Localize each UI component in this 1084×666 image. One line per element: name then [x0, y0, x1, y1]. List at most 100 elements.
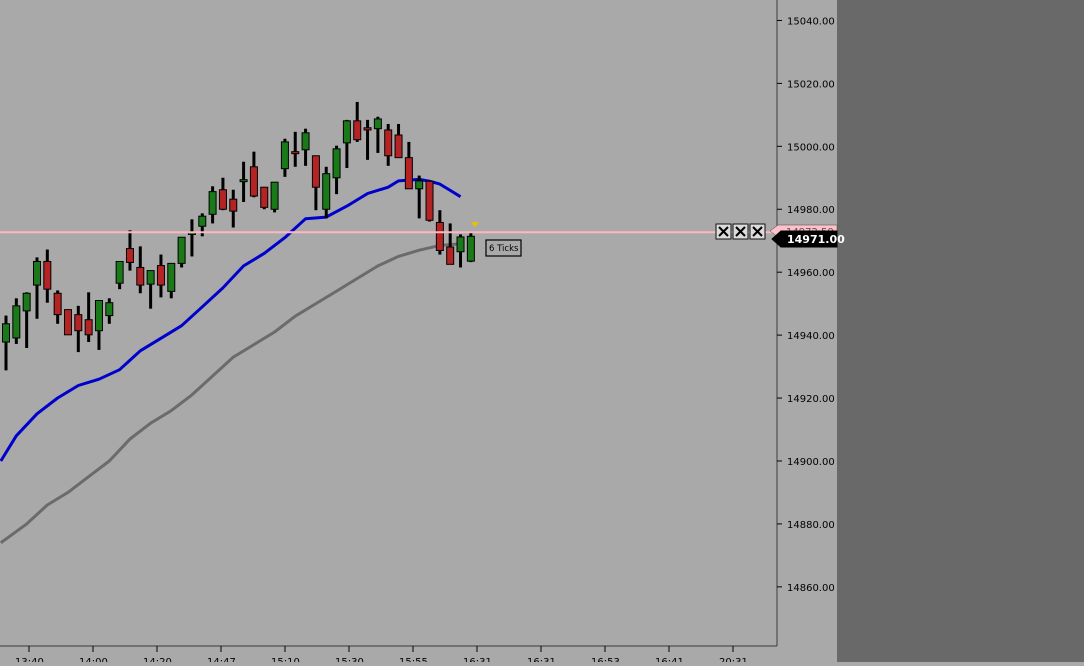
candle [136, 246, 145, 294]
candle [425, 180, 434, 222]
candle [394, 123, 403, 159]
candle [456, 234, 465, 268]
last-price-text: 14971.00 [787, 233, 845, 246]
candle-body-up [22, 292, 31, 312]
price-tick-label: 15040.00 [787, 16, 835, 27]
candle-body-down [136, 266, 145, 286]
candle [353, 101, 362, 142]
candle [115, 260, 124, 290]
candle [332, 145, 341, 195]
time-tick-label: 15:30 [335, 657, 364, 662]
candle-body-down [291, 151, 300, 155]
candle [384, 123, 393, 166]
candle [280, 138, 289, 177]
candle [84, 292, 93, 343]
time-tick-label: 13:40 [15, 657, 44, 662]
candle-body-up [146, 270, 155, 285]
candle [415, 175, 424, 219]
candle-body-down [260, 186, 269, 208]
candle-body-up [167, 262, 176, 292]
candle-body-up [466, 235, 475, 262]
candle-body-up [270, 181, 279, 210]
candle [146, 270, 155, 309]
moving-averages [0, 177, 462, 545]
candle [125, 230, 134, 271]
candle-body-down [249, 166, 258, 197]
candle [466, 232, 475, 263]
candle-body-up [239, 179, 248, 183]
price-axis-background[interactable] [777, 0, 837, 662]
candle [270, 181, 279, 213]
candle [218, 177, 227, 211]
candle-body-up [342, 120, 351, 144]
candle [53, 290, 62, 324]
candle-body-down [425, 180, 434, 221]
candle-body-down [446, 246, 455, 265]
candle-body-up [32, 260, 41, 286]
candle-body-down [74, 314, 83, 332]
candle [446, 223, 455, 265]
price-tick-label: 14960.00 [787, 268, 835, 279]
price-tick-label: 14900.00 [787, 457, 835, 468]
order-ticks-label: 6 Ticks [489, 244, 519, 254]
price-tick-label: 14940.00 [787, 331, 835, 342]
candle [363, 119, 372, 160]
candle-body-down [229, 198, 238, 212]
close-button-3[interactable] [749, 223, 766, 240]
time-tick-label: 16:31 [527, 657, 556, 662]
candle-body-up [208, 191, 217, 215]
candle [208, 186, 217, 224]
candle-body-down [43, 260, 52, 290]
candle-body-up [115, 260, 124, 284]
candle-body-down [53, 292, 62, 316]
candle-body-down [84, 319, 93, 336]
candle-body-up [373, 118, 382, 130]
candle-body-down [63, 309, 72, 336]
candle-body-up [105, 302, 114, 317]
candle-body-down [363, 127, 372, 131]
candle-body-up [280, 141, 289, 170]
candle [63, 309, 72, 336]
candle [229, 189, 238, 228]
candle-body-down [435, 221, 444, 251]
price-tick-label: 14980.00 [787, 205, 835, 216]
candle-body-down [156, 265, 165, 286]
candle [156, 254, 165, 298]
dom-panel[interactable] [837, 0, 1084, 662]
order-ticks-box[interactable]: 6 Ticks [485, 239, 522, 257]
price-tick-label: 14920.00 [787, 394, 835, 405]
marker-triangle-icon [471, 222, 479, 227]
candle [373, 116, 382, 153]
candle-body-down [404, 157, 413, 190]
candle [404, 141, 413, 190]
close-orders-buttons[interactable] [715, 223, 766, 240]
time-tick-label: 14:00 [79, 657, 108, 662]
candle [249, 151, 258, 198]
time-tick-label: 16:41 [655, 657, 684, 662]
candle-body-up [12, 305, 21, 339]
candle-body-up [198, 215, 207, 227]
candle-body-down [394, 134, 403, 159]
candle [105, 298, 114, 324]
plot-background [0, 0, 777, 662]
candle [94, 300, 103, 350]
candle-body-up [332, 148, 341, 179]
candle-body-down [125, 248, 134, 263]
candle [311, 155, 320, 211]
candle [12, 298, 21, 344]
candle-body-down [384, 129, 393, 157]
candle [2, 315, 10, 371]
close-button-1[interactable] [715, 223, 732, 240]
time-tick-label: 15:10 [271, 657, 300, 662]
close-button-2[interactable] [732, 223, 749, 240]
time-tick-label: 16:31 [463, 657, 492, 662]
candle [239, 161, 248, 203]
candle [301, 128, 310, 166]
time-tick-label: 15:55 [399, 657, 428, 662]
candle-body-up [456, 236, 465, 253]
price-tick-label: 14860.00 [787, 583, 835, 594]
candle-body-up [177, 236, 186, 264]
candle-body-up [322, 173, 331, 210]
